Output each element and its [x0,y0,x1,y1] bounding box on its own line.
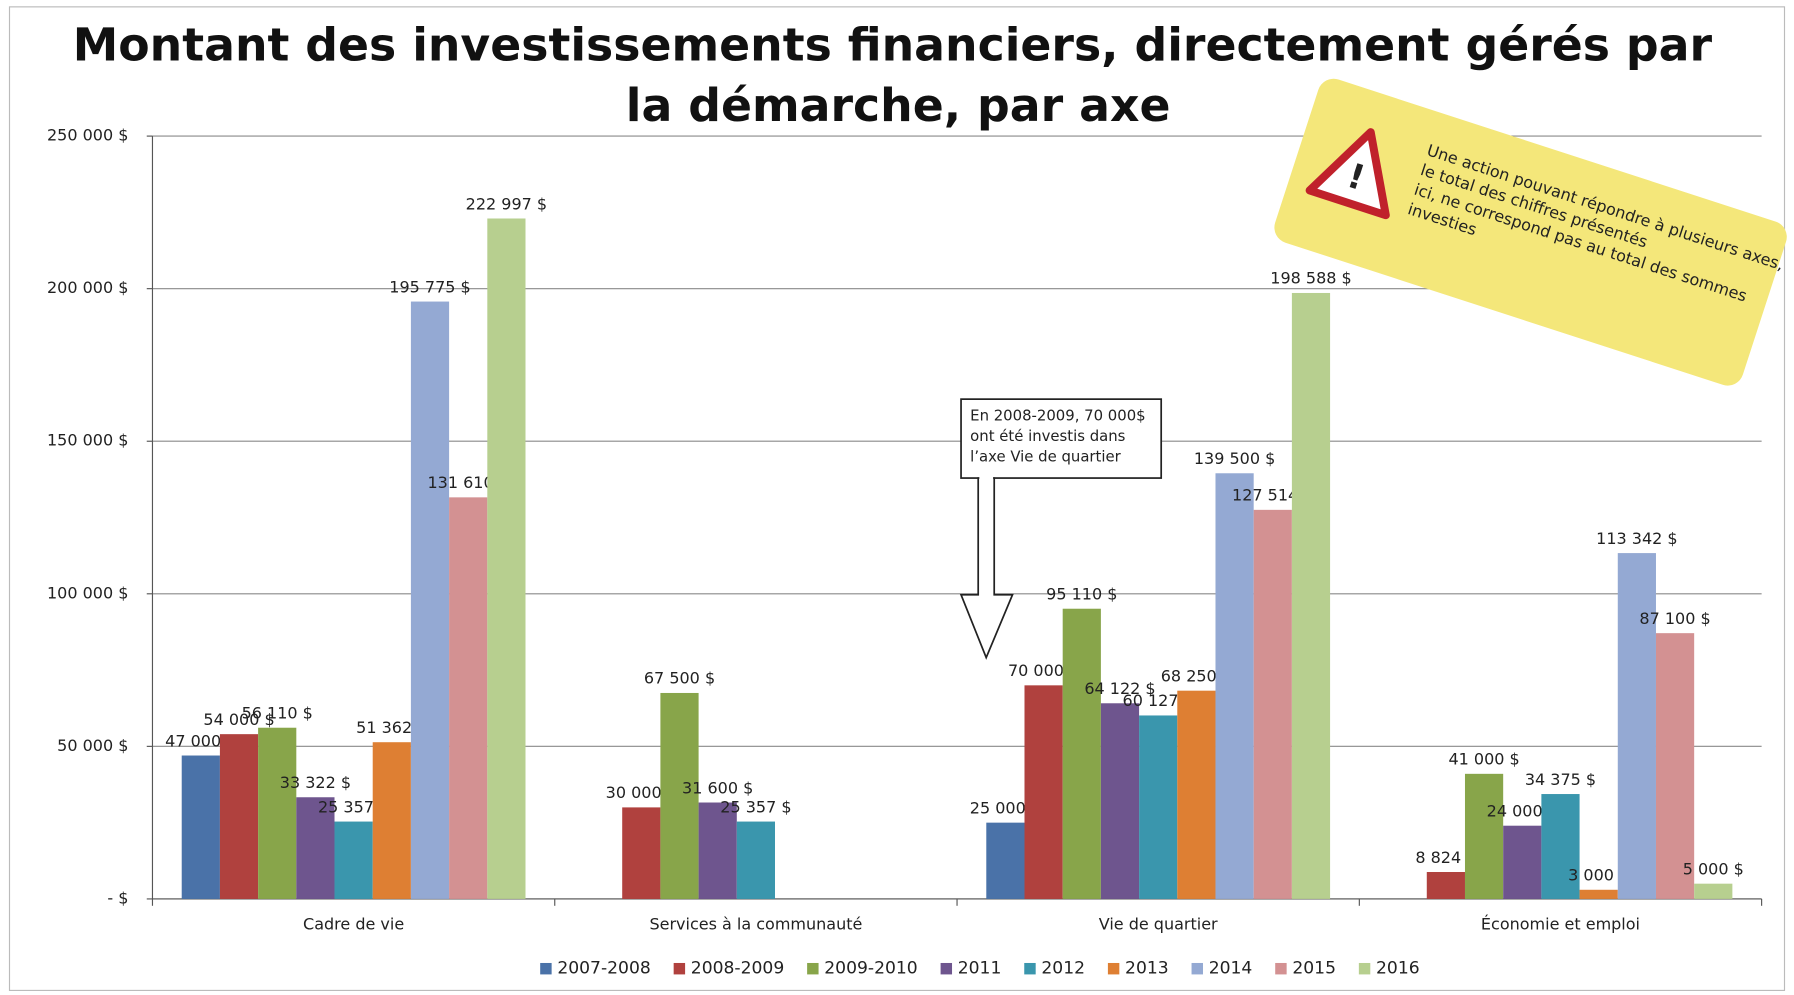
value-label: 47 000 $ [165,731,236,750]
legend-label: 2016 [1376,959,1420,979]
bar [487,218,526,899]
value-label: 31 600 $ [682,778,753,797]
y-tick-label: - $ [107,888,128,907]
value-label: 30 000 $ [606,783,677,802]
y-tick-label: 50 000 $ [57,736,128,755]
bar [660,692,699,899]
y-tick-label: 250 000 $ [47,126,128,145]
bar [410,301,450,899]
bar [334,821,373,899]
legend-swatch [673,962,686,975]
value-label: 5 000 $ [1683,859,1744,878]
legend-swatch [807,962,819,975]
y-tick-label: 200 000 $ [47,278,128,297]
legend-swatch [1275,962,1287,975]
value-label: 60 127 $ [1123,691,1194,710]
bar [1503,825,1542,899]
bar [372,742,411,899]
value-label: 195 775 $ [389,277,470,296]
value-label: 56 110 $ [242,703,313,722]
value-label: 70 000 $ [1008,661,1079,680]
bar [1215,473,1254,899]
bar [986,822,1025,899]
value-label: 51 362 $ [356,718,427,737]
value-label: 64 122 $ [1084,679,1155,698]
legend-swatch [940,962,953,975]
value-label: 41 000 $ [1448,750,1519,769]
value-label: 25 357 $ [318,797,389,816]
legend-label: 2012 [1041,959,1085,979]
value-label: 25 000 $ [970,798,1041,817]
bar [1464,773,1504,899]
bar [1541,794,1580,899]
value-label: 222 997 $ [466,194,547,213]
value-label: 95 110 $ [1046,584,1117,603]
legend-swatch [1024,962,1036,975]
bar [219,734,259,899]
bar [622,807,661,899]
value-label: 87 100 $ [1639,609,1710,628]
chart-title: Montant des investissements financiers, … [73,19,1713,72]
x-tick-label: Services à la communauté [649,915,862,934]
callout-text: l’axe Vie de quartier [970,447,1121,465]
plot: - $ 50 000 $ 100 000 $ 150 000 $ 200 000 $ 25… [47,126,1763,934]
bar [736,821,775,899]
callout-text: En 2008-2009, 70 000$ [970,406,1145,424]
bar [1177,690,1216,899]
bar [1139,715,1178,899]
bar [1655,633,1695,899]
x-tick-label: Économie et emploi [1481,915,1640,934]
bar [1291,292,1331,899]
x-tick-label: Cadre de vie [303,915,404,934]
bar [1062,608,1101,899]
bar [1694,883,1733,899]
bar [449,497,488,899]
bar [181,755,220,899]
legend-label: 2013 [1125,959,1169,979]
legend-label: 2009-2010 [824,959,917,979]
x-tick-label: Vie de quartier [1099,915,1218,934]
value-label: 25 357 $ [720,797,791,816]
y-tick-label: 150 000 $ [47,431,128,450]
bar [1617,553,1656,899]
legend-label: 2015 [1292,959,1336,979]
bar [698,802,737,899]
callout: En 2008-2009, 70 000$ ont été investis d… [959,398,1163,660]
legend: 2007-2008 2008-2009 2009-2010 2011 2012 2013 2… [540,959,1420,979]
value-label: 198 588 $ [1270,269,1351,288]
bar [1253,509,1292,899]
value-label: 67 500 $ [644,669,715,688]
bar [258,727,297,899]
bar [1579,889,1618,899]
legend-swatch [540,962,552,975]
value-label: 33 322 $ [280,773,351,792]
value-label: 139 500 $ [1194,449,1275,468]
chart-title: la démarche, par axe [626,79,1171,132]
legend-label: 2011 [958,959,1002,979]
legend-label: 2008-2009 [691,959,784,979]
value-label: 34 375 $ [1525,770,1596,789]
legend-swatch [1107,962,1120,975]
value-label: 113 342 $ [1596,529,1677,548]
callout-text: ont été investis dans [970,427,1125,445]
y-tick-label: 100 000 $ [47,583,128,602]
value-label: 68 250 $ [1161,666,1232,685]
legend-label: 2014 [1209,959,1253,979]
legend-label: 2007-2008 [557,959,650,979]
value-label: 24 000 $ [1487,801,1558,820]
bar [296,797,335,899]
value-label: 8 824 $ [1415,848,1476,867]
bar [1100,703,1140,899]
legend-swatch [1358,962,1371,975]
value-label: 54 000 $ [203,710,274,729]
bar [1426,872,1465,899]
bar [1024,685,1063,899]
value-label: 3 000 $ [1568,866,1629,885]
legend-swatch [1191,962,1203,975]
